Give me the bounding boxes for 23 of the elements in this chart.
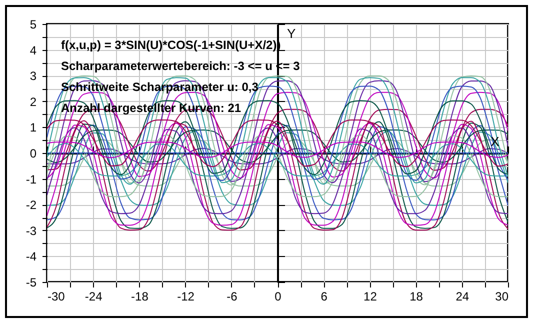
y-tick-label: -5 xyxy=(26,276,37,290)
y-tick-label: -1 xyxy=(26,172,37,186)
y-tick-label: 1 xyxy=(30,120,37,135)
y-tick-label: -4 xyxy=(26,250,37,264)
x-tick-label: 24 xyxy=(456,290,470,304)
y-tick-label: -3 xyxy=(26,224,37,238)
y-tick-label: 4 xyxy=(30,43,37,58)
y-tick-label: 5 xyxy=(30,18,37,32)
y-tick-label: -2 xyxy=(26,198,37,212)
x-tick-label: -18 xyxy=(131,290,149,304)
x-tick-label: 12 xyxy=(364,290,378,304)
x-tick-label: 6 xyxy=(320,290,328,304)
x-tick-label: -12 xyxy=(177,290,195,304)
x-tick-label: -24 xyxy=(84,290,103,304)
x-tick-label: -30 xyxy=(48,290,66,304)
x-tick-label: 30 xyxy=(495,290,509,304)
y-tick-label: 2 xyxy=(30,94,37,109)
y-tick-label: 0 xyxy=(30,146,37,160)
x-tick-label: -6 xyxy=(226,290,238,304)
y-axis-title: Y xyxy=(287,26,296,41)
x-tick-label: 0 xyxy=(274,290,282,304)
x-tick-label: 18 xyxy=(410,290,424,304)
y-tick-label: 3 xyxy=(30,69,37,84)
